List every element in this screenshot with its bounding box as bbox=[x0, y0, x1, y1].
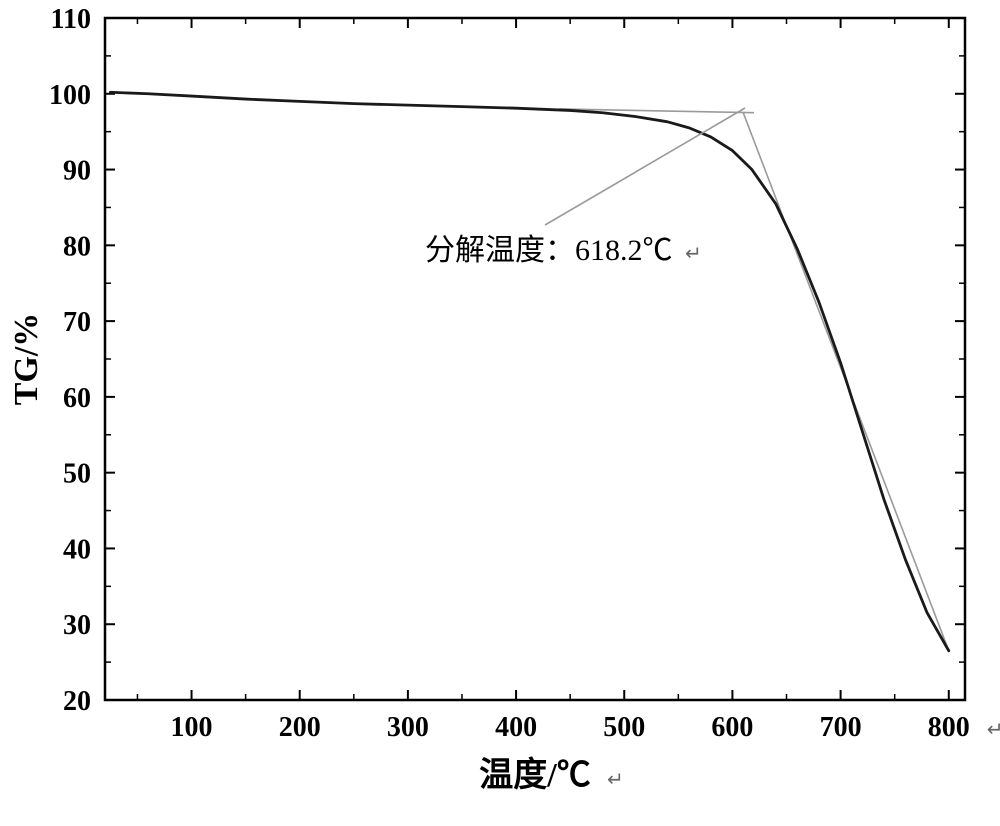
return-char: ↵ bbox=[607, 769, 624, 791]
y-tick-label: 60 bbox=[63, 383, 91, 414]
annotation-text: 分解温度：618.2℃ bbox=[425, 234, 673, 267]
y-axis-label: TG/% bbox=[8, 313, 45, 406]
tg-curve bbox=[110, 92, 948, 650]
x-tick-label: 800 bbox=[928, 712, 970, 743]
chart-svg: 100 200 300 400 500 600 700 800 ↵ 20 30 40 50 60 70 80 9… bbox=[0, 0, 1000, 826]
return-char: ↵ bbox=[987, 719, 1000, 741]
x-tick-label: 700 bbox=[820, 712, 862, 743]
plot-frame bbox=[105, 18, 965, 700]
y-tick-label: 50 bbox=[63, 459, 91, 490]
x-tick-label: 600 bbox=[711, 712, 753, 743]
annotation-leader bbox=[545, 108, 745, 225]
x-tick-label: 400 bbox=[495, 712, 537, 743]
y-tick-label: 80 bbox=[63, 231, 91, 262]
return-char: ↵ bbox=[685, 243, 702, 265]
x-tick-label: 200 bbox=[279, 712, 321, 743]
x-axis-label: 温度/℃ bbox=[479, 756, 590, 794]
x-tick-label: 100 bbox=[171, 712, 213, 743]
y-tick-label: 40 bbox=[63, 534, 91, 565]
y-tick-label: 90 bbox=[63, 156, 91, 187]
chart-figure: 100 200 300 400 500 600 700 800 ↵ 20 30 40 50 60 70 80 9… bbox=[0, 0, 1000, 826]
y-tick-label: 70 bbox=[63, 307, 91, 338]
x-tick-label: 500 bbox=[603, 712, 645, 743]
y-tick-label: 110 bbox=[51, 4, 91, 35]
y-tick-label: 30 bbox=[63, 610, 91, 641]
y-tick-label: 100 bbox=[49, 80, 91, 111]
y-tick-label: 20 bbox=[63, 686, 91, 717]
x-tick-label: 300 bbox=[387, 712, 429, 743]
